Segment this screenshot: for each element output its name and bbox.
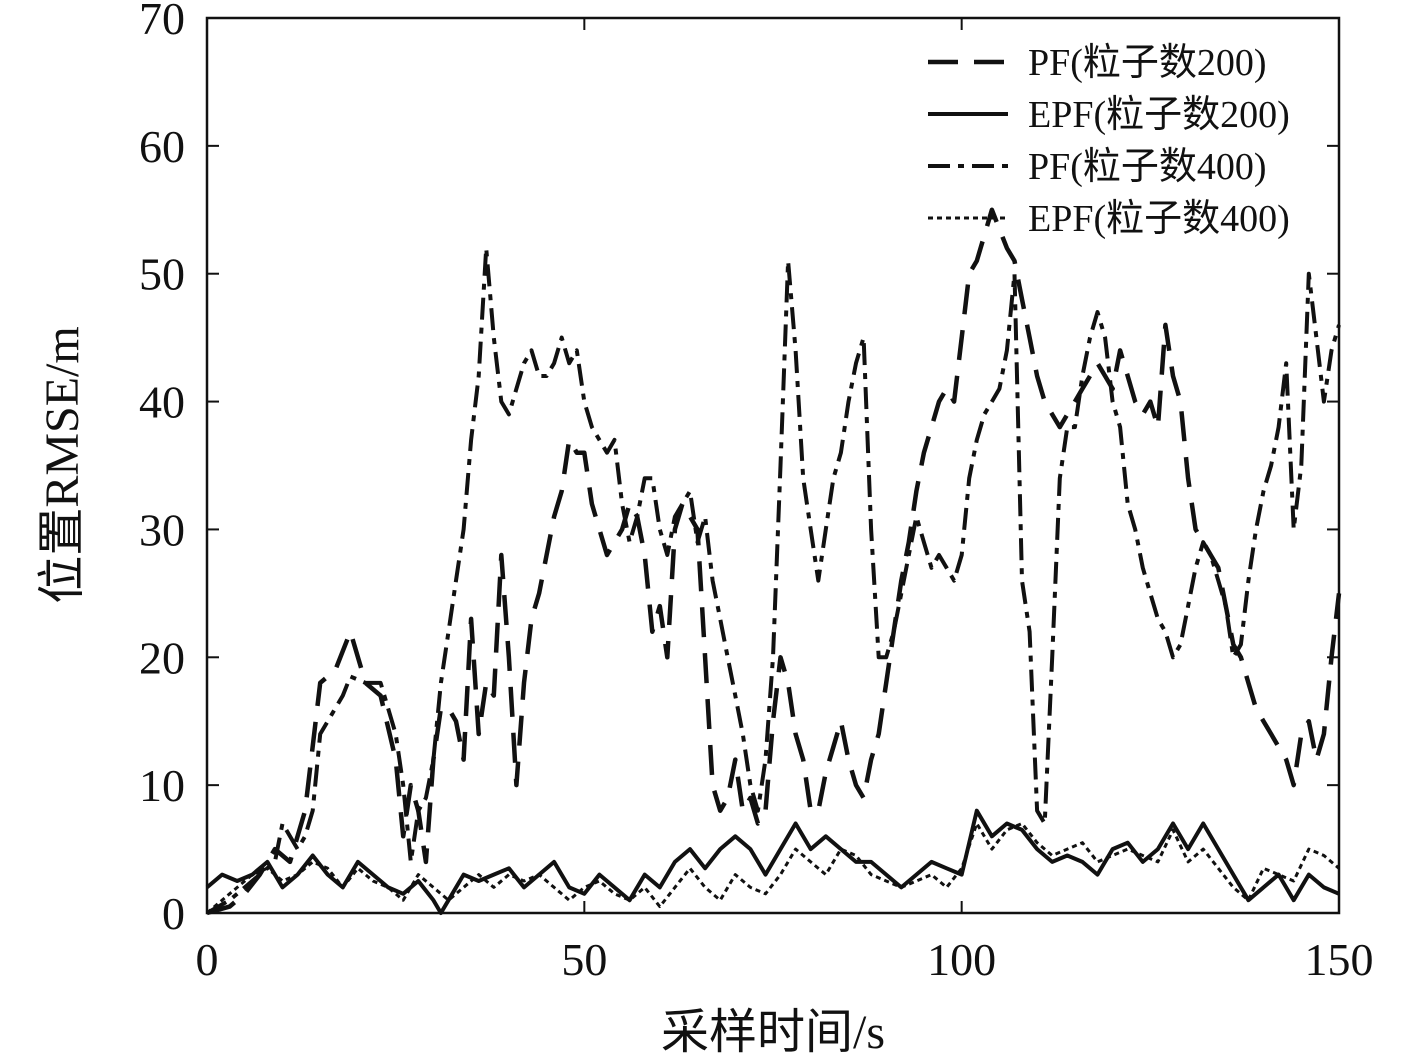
plot-frame [205, 16, 1341, 915]
y-tick-label: 0 [162, 888, 185, 939]
x-tick-label: 0 [196, 934, 219, 985]
x-tick-label: 100 [927, 934, 996, 985]
y-tick-label: 70 [139, 0, 185, 44]
legend-label-3: PF(粒子数400) [1028, 146, 1267, 188]
y-tick-label: 30 [139, 504, 185, 555]
legend: PF(粒子数200) EPF(粒子数200) PF(粒子数400) EPF(粒子数40… [928, 42, 1290, 240]
y-tick-label: 60 [139, 121, 185, 172]
y-axis-title: 位置RMSE/m [36, 326, 89, 603]
x-tick-label: 150 [1305, 934, 1374, 985]
series-layer [205, 207, 1342, 916]
series-line-4 [206, 822, 1340, 915]
series-line-3 [206, 246, 1341, 915]
x-axis-title: 采样时间/s [661, 1006, 885, 1059]
legend-label-4: EPF(粒子数400) [1028, 198, 1290, 240]
y-tick-label: 50 [139, 249, 185, 300]
y-tick-label: 20 [139, 632, 185, 683]
legend-label-1: PF(粒子数200) [1028, 42, 1267, 84]
x-tick-label: 50 [561, 934, 607, 985]
legend-label-2: EPF(粒子数200) [1028, 94, 1290, 136]
ticks-layer: 0 50 100 150 0 10 20 30 40 50 60 70 [139, 0, 1374, 985]
y-tick-label: 10 [139, 760, 185, 811]
series-line-2 [205, 808, 1340, 915]
series-line-1 [206, 207, 1342, 916]
y-tick-label: 40 [139, 377, 185, 428]
